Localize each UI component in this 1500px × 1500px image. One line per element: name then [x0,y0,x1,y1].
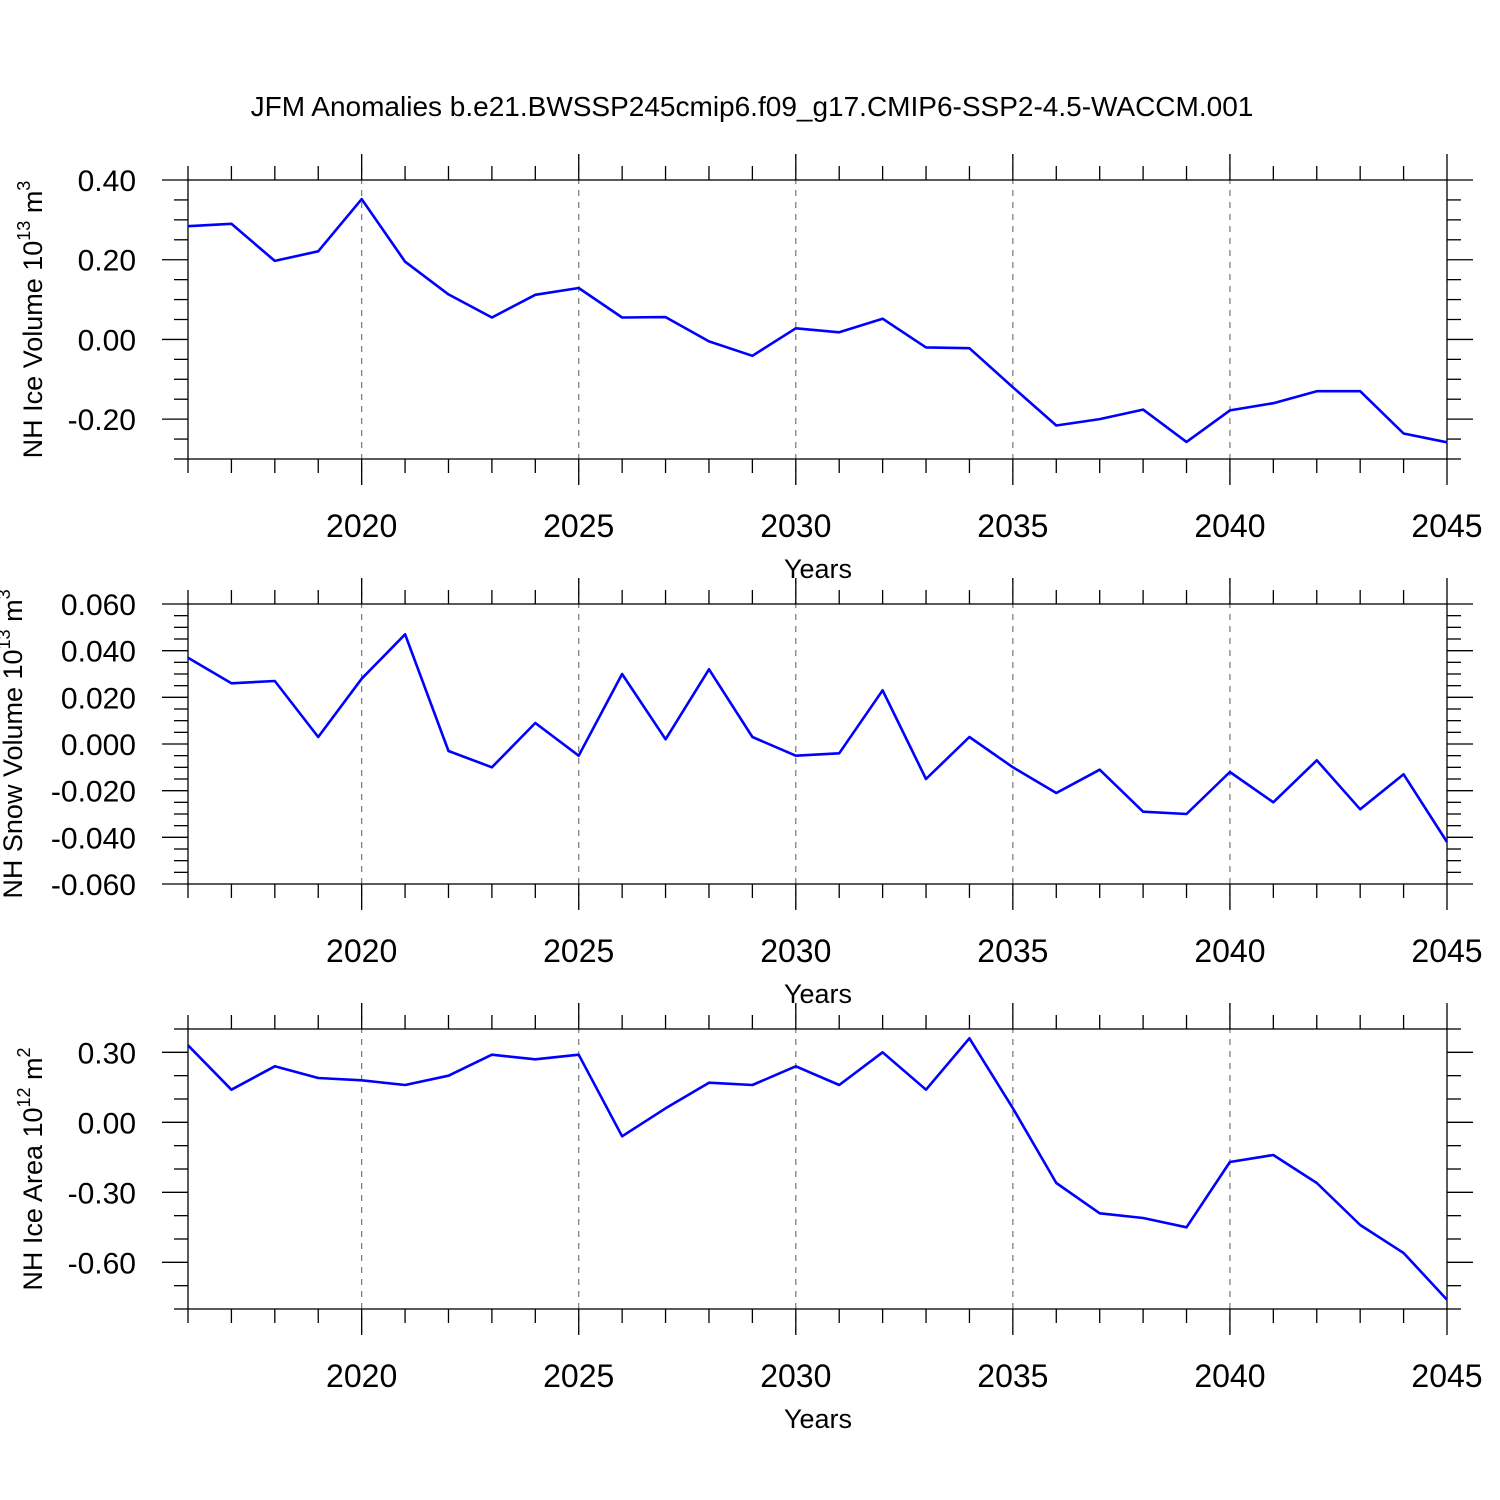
panel-snow-volume: -0.060 -0.040 -0.020 0.000 0.020 0.040 0.060 20… [0,578,1483,1009]
x-tick-label: 2040 [1194,933,1265,969]
y-axis-label-exp1: 12 [14,1087,34,1107]
y-axis-label-mid: m [18,191,48,221]
x-tick-label: 2045 [1411,1358,1482,1394]
x-tick-label: 2025 [543,1358,614,1394]
y-axis-label-exp2: 2 [14,1047,34,1057]
x-tick-label: 2030 [760,933,831,969]
y-axis-label-mid: m [0,599,28,629]
x-axis-label: Years [784,554,852,584]
x-tick-label: 2020 [326,508,397,544]
x-tick-label: 2020 [326,933,397,969]
x-tick-label: 2030 [760,508,831,544]
y-tick-label: 0.20 [78,245,136,278]
y-axis-label-text: NH Ice Volume 10 [18,241,48,459]
y-tick-label: 0.040 [61,636,136,669]
y-axis-label: NH Snow Volume 1013 m3 [0,589,28,898]
x-tick-label: 2035 [977,508,1048,544]
x-axis-label: Years [784,979,852,1009]
y-axis-label-exp1: 13 [0,629,14,649]
panel-ice-volume: -0.20 0.00 0.20 0.40 2020 2025 2030 2035 2040 204… [14,154,1483,584]
panel-ice-area: -0.60 -0.30 0.00 0.30 2020 2025 2030 2035 2040 20… [14,1003,1483,1434]
series-line-snow-volume [187,632,1449,843]
y-tick-label: 0.000 [61,729,136,762]
y-tick-label: 0.020 [61,682,136,715]
y-tick-label: -0.040 [51,822,136,855]
y-axis-label: NH Ice Area 1012 m2 [14,1047,48,1290]
x-tick-label: 2025 [543,933,614,969]
series-line-ice-area [187,1037,1448,1301]
y-tick-label: -0.20 [68,404,136,437]
x-tick-label: 2030 [760,1358,831,1394]
y-axis-label-mid: m [18,1057,48,1087]
y-tick-label: -0.30 [68,1177,136,1210]
y-tick-label: 0.060 [61,589,136,622]
y-axis-label: NH Ice Volume 1013 m3 [14,181,48,459]
x-tick-label: 2025 [543,508,614,544]
y-tick-label: 0.40 [78,165,136,198]
y-tick-label: 0.30 [78,1037,136,1070]
y-tick-label: 0.00 [78,324,136,357]
y-tick-label: -0.020 [51,776,136,809]
y-axis-label-exp2: 3 [0,589,14,599]
x-tick-label: 2045 [1411,933,1482,969]
series-line-ice-volume [187,197,1448,444]
y-axis-label-text: NH Snow Volume 10 [0,649,28,898]
y-axis-label-exp2: 3 [14,181,34,191]
x-tick-label: 2035 [977,933,1048,969]
x-tick-label: 2035 [977,1358,1048,1394]
y-tick-label: 0.00 [78,1107,136,1140]
y-tick-label: -0.060 [51,869,136,902]
figure-title: JFM Anomalies b.e21.BWSSP245cmip6.f09_g1… [251,91,1254,122]
x-tick-label: 2040 [1194,508,1265,544]
plot-frame [187,603,1448,885]
y-tick-label: -0.60 [68,1247,136,1280]
x-tick-label: 2040 [1194,1358,1265,1394]
y-axis-label-exp1: 13 [14,221,34,241]
y-axis-label-text: NH Ice Area 10 [18,1107,48,1290]
x-axis-label: Years [784,1404,852,1434]
x-tick-label: 2045 [1411,508,1482,544]
plot-frame [187,1028,1448,1310]
x-tick-label: 2020 [326,1358,397,1394]
